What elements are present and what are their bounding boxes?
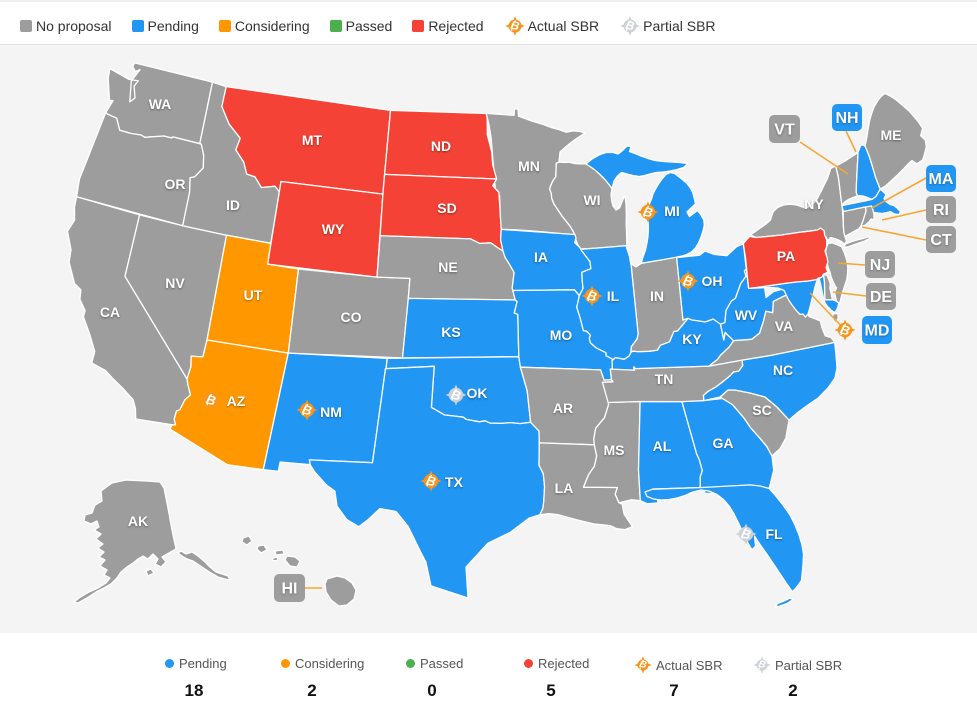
- svg-text:OK: OK: [467, 385, 488, 401]
- svg-text:SD: SD: [437, 200, 456, 216]
- svg-text:MO: MO: [550, 327, 573, 343]
- svg-text:OH: OH: [702, 273, 723, 289]
- svg-text:UT: UT: [244, 287, 263, 303]
- svg-text:B: B: [624, 18, 635, 33]
- svg-text:VT: VT: [774, 122, 795, 139]
- svg-text:IL: IL: [607, 288, 620, 304]
- svg-text:NC: NC: [773, 362, 793, 378]
- svg-text:KS: KS: [441, 324, 460, 340]
- svg-text:MI: MI: [664, 203, 680, 219]
- svg-text:B: B: [509, 18, 520, 33]
- svg-text:MT: MT: [302, 132, 323, 148]
- svg-text:CO: CO: [341, 309, 362, 325]
- svg-text:NM: NM: [320, 404, 342, 420]
- svg-text:FL: FL: [765, 526, 783, 542]
- svg-text:AK: AK: [128, 513, 148, 529]
- svg-text:OR: OR: [165, 176, 186, 192]
- svg-text:NV: NV: [165, 275, 185, 291]
- svg-text:SC: SC: [752, 402, 771, 418]
- svg-text:KY: KY: [682, 331, 702, 347]
- svg-text:AZ: AZ: [227, 393, 246, 409]
- svg-text:WA: WA: [149, 96, 172, 112]
- svg-text:WI: WI: [583, 192, 600, 208]
- svg-text:WY: WY: [322, 221, 345, 237]
- svg-text:GA: GA: [713, 435, 734, 451]
- svg-text:ME: ME: [881, 127, 902, 143]
- svg-text:NE: NE: [438, 259, 457, 275]
- svg-text:MD: MD: [865, 323, 890, 340]
- svg-text:AL: AL: [653, 438, 672, 454]
- svg-text:NJ: NJ: [870, 257, 890, 274]
- svg-text:WV: WV: [735, 307, 758, 323]
- svg-text:MS: MS: [604, 442, 625, 458]
- svg-text:ID: ID: [226, 197, 240, 213]
- svg-text:MA: MA: [929, 171, 954, 188]
- svg-text:TX: TX: [445, 474, 464, 490]
- svg-text:B: B: [757, 659, 767, 671]
- svg-text:PA: PA: [777, 248, 795, 264]
- svg-text:ND: ND: [431, 138, 451, 154]
- svg-text:AR: AR: [553, 400, 573, 416]
- svg-text:RI: RI: [933, 202, 949, 219]
- svg-text:CT: CT: [930, 232, 952, 249]
- svg-text:MN: MN: [518, 158, 540, 174]
- svg-text:IA: IA: [534, 249, 548, 265]
- svg-text:TN: TN: [655, 371, 674, 387]
- svg-text:CA: CA: [100, 304, 120, 320]
- svg-text:NY: NY: [804, 196, 824, 212]
- svg-text:VA: VA: [775, 318, 793, 334]
- svg-text:HI: HI: [282, 581, 298, 598]
- svg-text:NH: NH: [835, 110, 858, 127]
- svg-text:B: B: [638, 659, 648, 671]
- svg-text:LA: LA: [555, 480, 574, 496]
- svg-text:IN: IN: [650, 288, 664, 304]
- svg-text:DE: DE: [870, 289, 893, 306]
